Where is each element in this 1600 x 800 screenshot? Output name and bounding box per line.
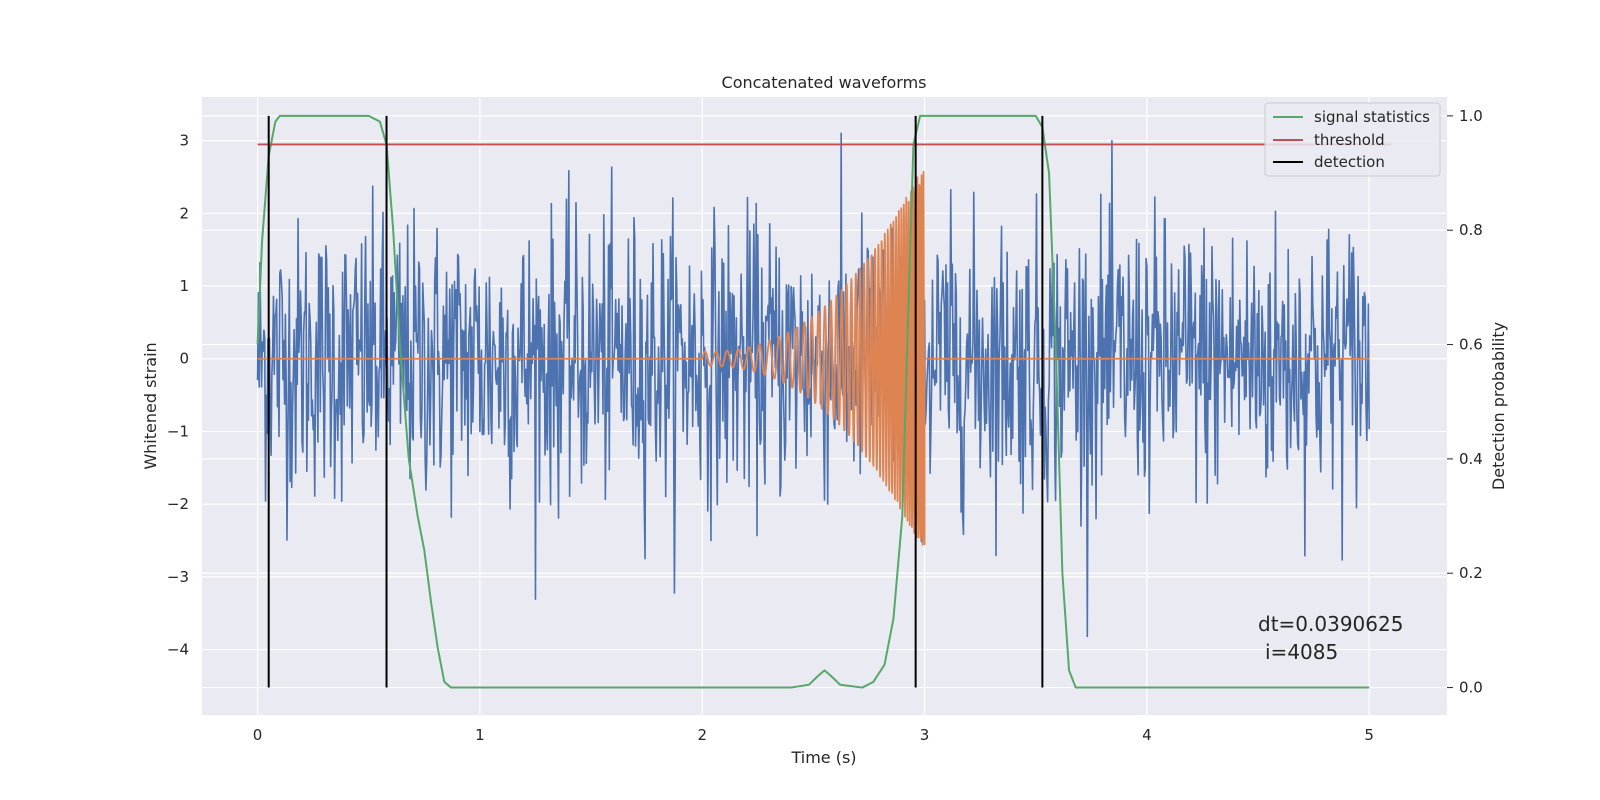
x-tick-label: 5 bbox=[1364, 726, 1374, 744]
y2-tick-label: 0.8 bbox=[1459, 221, 1483, 239]
y-axis-label: Whitened strain bbox=[141, 342, 160, 469]
y-tick-label: 0 bbox=[179, 350, 189, 368]
y-tick-label: −3 bbox=[167, 568, 189, 586]
y2-tick-label: 0.2 bbox=[1459, 564, 1483, 582]
legend-label-signal-statistics: signal statistics bbox=[1314, 108, 1430, 126]
y-tick-label: −2 bbox=[167, 495, 189, 513]
signal-statistics-line bbox=[256, 114, 1370, 689]
plot-series bbox=[256, 114, 1392, 689]
chart-title: Concatenated waveforms bbox=[722, 73, 927, 92]
x-tick-label: 1 bbox=[475, 726, 485, 744]
y2-tick-label: 1.0 bbox=[1459, 107, 1483, 125]
y-tick-label: −4 bbox=[167, 641, 189, 659]
y-tick-label: 2 bbox=[179, 204, 189, 222]
legend-box bbox=[1264, 102, 1441, 177]
y2-axis-label: Detection probability bbox=[1489, 322, 1508, 490]
y2-tick-label: 0.0 bbox=[1459, 679, 1483, 697]
x-tick-label: 3 bbox=[920, 726, 930, 744]
y2-tick-label: 0.4 bbox=[1459, 450, 1483, 468]
y-tick-label: 3 bbox=[179, 132, 189, 150]
x-axis-label: Time (s) bbox=[790, 748, 856, 767]
legend: signal statistics threshold detection bbox=[1264, 102, 1441, 177]
legend-label-detection: detection bbox=[1314, 153, 1385, 171]
y-tick-label: −1 bbox=[167, 422, 189, 440]
annotation-index: i=4085 bbox=[1265, 640, 1338, 664]
y2-tick-label: 0.6 bbox=[1459, 336, 1483, 354]
y-tick-label: 1 bbox=[179, 277, 189, 295]
tick-labels: 0 1 2 3 4 5 −4 −3 −2 −1 0 1 2 3 0.0 0.2 0.4 0.6 0.8 1.0 bbox=[167, 107, 1483, 744]
legend-label-threshold: threshold bbox=[1314, 131, 1385, 149]
x-tick-label: 2 bbox=[697, 726, 707, 744]
waveform-series-line bbox=[257, 170, 1370, 546]
annotation-dt: dt=0.0390625 bbox=[1258, 612, 1403, 636]
x-tick-label: 0 bbox=[253, 726, 263, 744]
x-tick-label: 4 bbox=[1142, 726, 1152, 744]
